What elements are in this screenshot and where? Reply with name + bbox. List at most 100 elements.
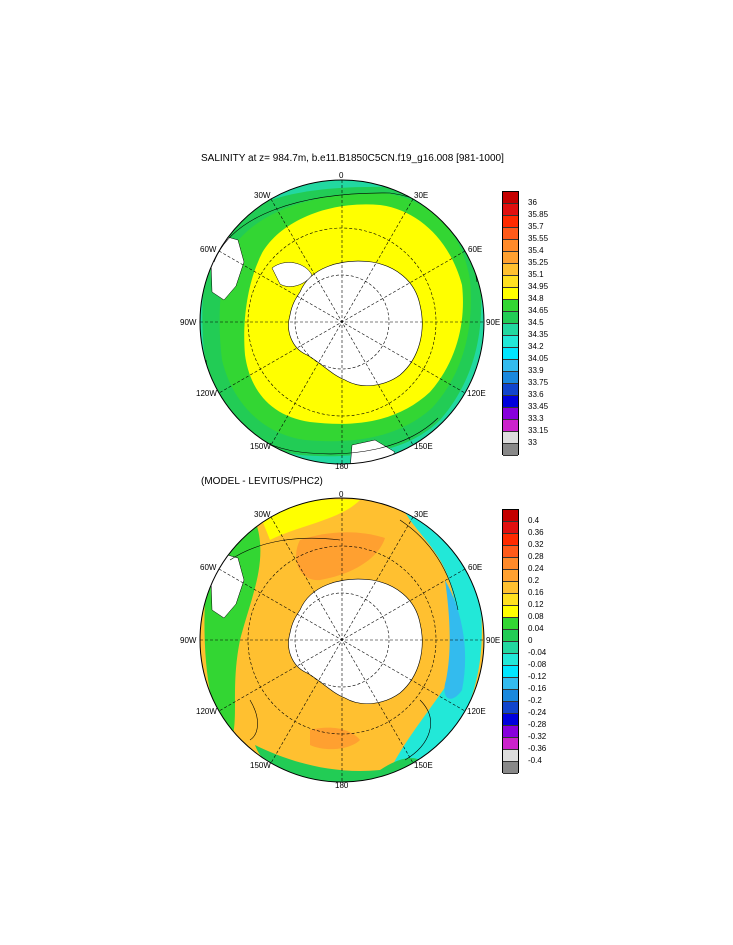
bottom-lon-120w: 120W xyxy=(196,707,217,716)
colorbar-label: 0 xyxy=(528,636,533,645)
colorbar-swatch xyxy=(503,642,518,654)
top-colorbar xyxy=(502,191,519,456)
difference-cyan-east xyxy=(390,500,482,772)
colorbar-swatch xyxy=(503,324,518,336)
colorbar-label: -0.2 xyxy=(528,696,542,705)
top-map-border xyxy=(199,179,485,465)
bottom-lon-0: 0 xyxy=(339,490,344,499)
colorbar-label: -0.36 xyxy=(528,744,547,753)
colorbar-label: 34.8 xyxy=(528,294,544,303)
colorbar-swatch xyxy=(503,204,518,216)
colorbar-swatch xyxy=(503,678,518,690)
colorbar-swatch xyxy=(503,594,518,606)
colorbar-label: 35.1 xyxy=(528,270,544,279)
colorbar-swatch xyxy=(503,192,518,204)
bottom-lon-30e: 30E xyxy=(414,510,429,519)
colorbar-swatch xyxy=(503,666,518,678)
weddell-sea-white xyxy=(271,262,313,287)
colorbar-label: -0.04 xyxy=(528,648,547,657)
bottom-lon-120e: 120E xyxy=(467,707,486,716)
colorbar-label: 34.35 xyxy=(528,330,549,339)
colorbar-swatch xyxy=(503,312,518,324)
colorbar-swatch xyxy=(503,570,518,582)
colorbar-label: 35.85 xyxy=(528,210,549,219)
bottom-lon-90e: 90E xyxy=(486,636,501,645)
top-lon-120e: 120E xyxy=(467,389,486,398)
colorbar-label: 33.75 xyxy=(528,378,549,387)
bottom-map-grid xyxy=(200,498,484,782)
colorbar-swatch xyxy=(503,408,518,420)
colorbar-label: 0.04 xyxy=(528,624,544,633)
difference-contours xyxy=(229,519,459,761)
colorbar-swatch xyxy=(503,522,518,534)
bottom-lon-60w: 60W xyxy=(200,563,217,572)
colorbar-label: 0.16 xyxy=(528,588,544,597)
colorbar-label: -0.24 xyxy=(528,708,547,717)
colorbar-label: -0.4 xyxy=(528,756,542,765)
colorbar-swatch xyxy=(503,546,518,558)
colorbar-swatch xyxy=(503,534,518,546)
colorbar-swatch xyxy=(503,384,518,396)
colorbar-swatch xyxy=(503,702,518,714)
colorbar-swatch xyxy=(503,510,518,522)
colorbar-label: 0.32 xyxy=(528,540,544,549)
top-lon-90w: 90W xyxy=(180,318,197,327)
top-lon-60w: 60W xyxy=(200,245,217,254)
colorbar-label: -0.28 xyxy=(528,720,547,729)
antarctica-land-2 xyxy=(288,578,423,705)
colorbar-label: 0.28 xyxy=(528,552,544,561)
colorbar-swatch xyxy=(503,420,518,432)
top-lon-180: 180 xyxy=(335,462,349,471)
colorbar-label: 35.7 xyxy=(528,222,544,231)
difference-orange-south xyxy=(310,727,360,750)
colorbar-label: 35.55 xyxy=(528,234,549,243)
colorbar-swatch xyxy=(503,444,518,456)
colorbar-label: 33.6 xyxy=(528,390,544,399)
colorbar-swatch xyxy=(503,396,518,408)
colorbar-swatch xyxy=(503,276,518,288)
colorbar-swatch xyxy=(503,750,518,762)
colorbar-swatch xyxy=(503,690,518,702)
colorbar-swatch xyxy=(503,714,518,726)
bottom-lon-180: 180 xyxy=(335,781,349,790)
colorbar-label: 34.2 xyxy=(528,342,544,351)
colorbar-swatch xyxy=(503,288,518,300)
top-lon-150e: 150E xyxy=(414,442,433,451)
difference-blue-east xyxy=(444,580,466,699)
colorbar-swatch xyxy=(503,762,518,774)
colorbar-swatch xyxy=(503,654,518,666)
colorbar-swatch xyxy=(503,300,518,312)
top-lon-90e: 90E xyxy=(486,318,501,327)
colorbar-swatch xyxy=(503,252,518,264)
top-map-grid xyxy=(200,180,484,464)
colorbar-swatch xyxy=(503,264,518,276)
colorbar-label: 33.9 xyxy=(528,366,544,375)
colorbar-label: 34.65 xyxy=(528,306,549,315)
colorbar-label: 0.08 xyxy=(528,612,544,621)
colorbar-swatch xyxy=(503,348,518,360)
colorbar-label: 0.36 xyxy=(528,528,544,537)
colorbar-swatch xyxy=(503,360,518,372)
colorbar-swatch xyxy=(503,432,518,444)
colorbar-label: 36 xyxy=(528,198,537,207)
top-lon-30e: 30E xyxy=(414,191,429,200)
colorbar-label: 33.3 xyxy=(528,414,544,423)
colorbar-label: 35.4 xyxy=(528,246,544,255)
colorbar-swatch xyxy=(503,630,518,642)
colorbar-swatch xyxy=(503,336,518,348)
bottom-map-border xyxy=(199,497,485,783)
colorbar-label: 34.05 xyxy=(528,354,549,363)
top-map-title: SALINITY at z= 984.7m, b.e11.B1850C5CN.f… xyxy=(201,153,504,164)
difference-orange-high xyxy=(296,532,385,581)
colorbar-swatch xyxy=(503,216,518,228)
bottom-lon-60e: 60E xyxy=(468,563,483,572)
colorbar-label: -0.16 xyxy=(528,684,547,693)
colorbar-label: 33.45 xyxy=(528,402,549,411)
colorbar-label: 34.95 xyxy=(528,282,549,291)
bottom-map-title: (MODEL - LEVITUS/PHC2) xyxy=(201,476,323,487)
antarctica-land xyxy=(288,260,423,387)
bottom-lon-30w: 30W xyxy=(254,510,271,519)
colorbar-label: 0.4 xyxy=(528,516,540,525)
top-lon-60e: 60E xyxy=(468,245,483,254)
colorbar-swatch xyxy=(503,240,518,252)
